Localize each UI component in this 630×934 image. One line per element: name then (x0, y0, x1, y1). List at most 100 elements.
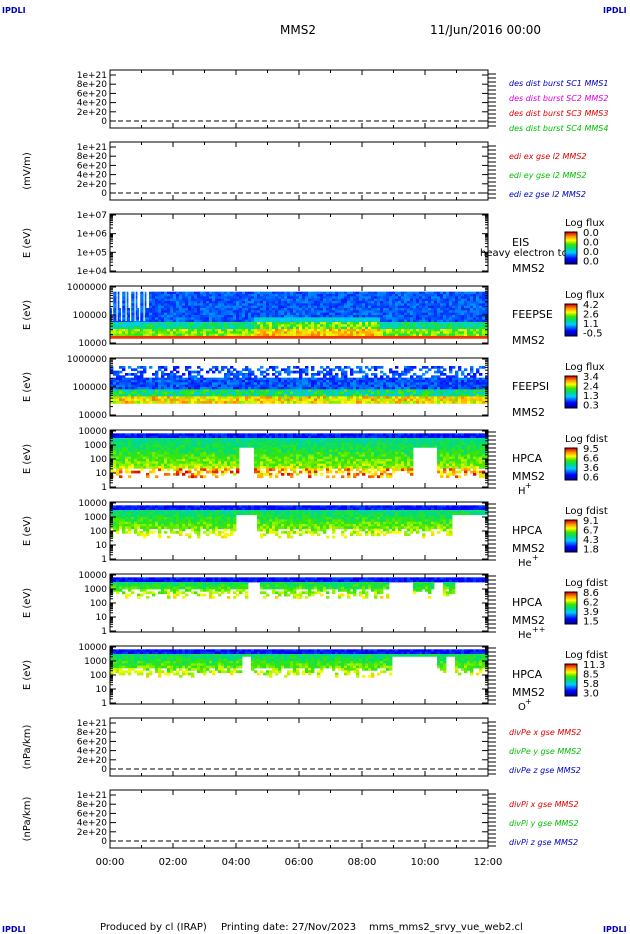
spectrogram-cell (149, 377, 153, 381)
spectrogram-cell (230, 336, 234, 339)
spectrogram-cell (431, 398, 435, 402)
spectrogram-cell (263, 398, 267, 402)
spectrogram-cell (362, 331, 366, 335)
spectrogram-cell (161, 394, 165, 397)
spectrogram-cell (380, 329, 384, 332)
spectrogram-cell (230, 366, 234, 369)
spectrogram-cell (119, 366, 123, 369)
spectrogram-cell (479, 301, 483, 304)
spectrogram-cell (383, 396, 387, 400)
spectrogram-cell (269, 391, 273, 395)
spectrogram-cell (188, 380, 192, 383)
spectrogram-cell (146, 329, 150, 332)
spectrogram-cell (407, 305, 411, 309)
spectrogram-cell (401, 377, 405, 381)
spectrogram-cell (113, 326, 117, 330)
spectrogram-cell (338, 366, 342, 369)
spectrogram-cell (413, 377, 417, 381)
spectrogram-cell (281, 317, 285, 321)
spectrogram-cell (356, 310, 360, 314)
spectrogram-cell (323, 319, 327, 323)
spectrogram-cell (227, 401, 231, 404)
spectrogram-cell (380, 308, 384, 311)
spectrogram-cell (206, 322, 210, 325)
spectrogram-cell (140, 308, 144, 311)
spectrogram-cell (368, 391, 372, 395)
spectrogram-cell (179, 398, 183, 402)
spectrogram-cell (356, 387, 360, 390)
spectrogram-cell (323, 380, 327, 383)
spectrogram-cell (287, 368, 291, 372)
spectrogram-cell (458, 319, 462, 323)
spectrogram-cell (206, 317, 210, 321)
spectrogram-cell (125, 322, 129, 325)
spectrogram-cell (413, 310, 417, 314)
spectrogram-cell (392, 331, 396, 335)
spectrogram-cell (380, 310, 384, 314)
spectrogram-cell (278, 315, 282, 318)
spectrogram-cell (137, 366, 141, 369)
spectrogram-cell (350, 294, 354, 297)
spectrogram-cell (392, 308, 396, 311)
spectrogram-cell (338, 291, 342, 295)
spectrogram-cell (176, 319, 180, 323)
spectrogram-cell (209, 380, 213, 383)
spectrogram-cell (449, 387, 453, 390)
spectrogram-cell (371, 377, 375, 381)
spectrogram-cell (272, 387, 276, 390)
y-tick-label: 8e+20 (77, 152, 108, 162)
spectrogram-cell (152, 336, 156, 339)
spectrogram-cell (470, 305, 474, 309)
spectrogram-cell (299, 303, 303, 307)
spectrogram-cell (464, 296, 468, 300)
spectrogram-cell (224, 317, 228, 321)
spectrogram-cell (158, 333, 162, 337)
spectrogram-cell (374, 331, 378, 335)
spectrogram-cell (140, 466, 144, 469)
spectrogram-cell (191, 384, 195, 388)
spectrogram-cell (359, 305, 363, 309)
spectrogram-cell (155, 294, 159, 297)
spectrogram-cell (230, 329, 234, 332)
spectrogram-cell (356, 370, 360, 374)
spectrogram-cell (362, 296, 366, 300)
spectrogram-cell (344, 336, 348, 339)
spectrogram-cell (473, 389, 477, 393)
spectrogram-cell (467, 380, 471, 383)
spectrogram-cell (296, 394, 300, 397)
spectrogram-cell (245, 368, 249, 372)
spectrogram-cell (446, 396, 450, 400)
spectrogram-cell (131, 394, 135, 397)
spectrogram-cell (146, 473, 150, 476)
spectrogram-cell (164, 333, 168, 337)
spectrogram-cell (395, 317, 399, 321)
spectrogram-cell (155, 336, 159, 339)
spectrogram-cell (476, 401, 480, 404)
spectrogram-cell (407, 312, 411, 316)
spectrogram-cell (299, 396, 303, 400)
spectrogram-cell (167, 438, 171, 441)
spectrogram-cell (311, 291, 315, 295)
spectrogram-cell (296, 319, 300, 323)
spectrogram-cell (362, 310, 366, 314)
spectrogram-cell (218, 401, 222, 404)
spectrogram-cell (347, 396, 351, 400)
spectrogram-cell (323, 312, 327, 316)
spectrogram-cell (425, 310, 429, 314)
spectrogram-cell (341, 317, 345, 321)
spectrogram-cell (140, 384, 144, 388)
spectrogram-cell (251, 387, 255, 390)
spectrogram-cell (344, 324, 348, 328)
spectrogram-cell (224, 396, 228, 400)
spectrogram-cell (371, 329, 375, 332)
spectrogram-cell (266, 310, 270, 314)
spectrogram-cell (119, 336, 123, 339)
spectrogram-cell (416, 326, 420, 330)
spectrogram-cell (350, 333, 354, 337)
spectrogram-cell (317, 305, 321, 309)
spectrogram-cell (167, 375, 171, 379)
spectrogram-cell (296, 305, 300, 309)
spectrogram-cell (212, 291, 216, 295)
spectrogram-cell (278, 382, 282, 386)
spectrogram-cell (239, 373, 243, 376)
